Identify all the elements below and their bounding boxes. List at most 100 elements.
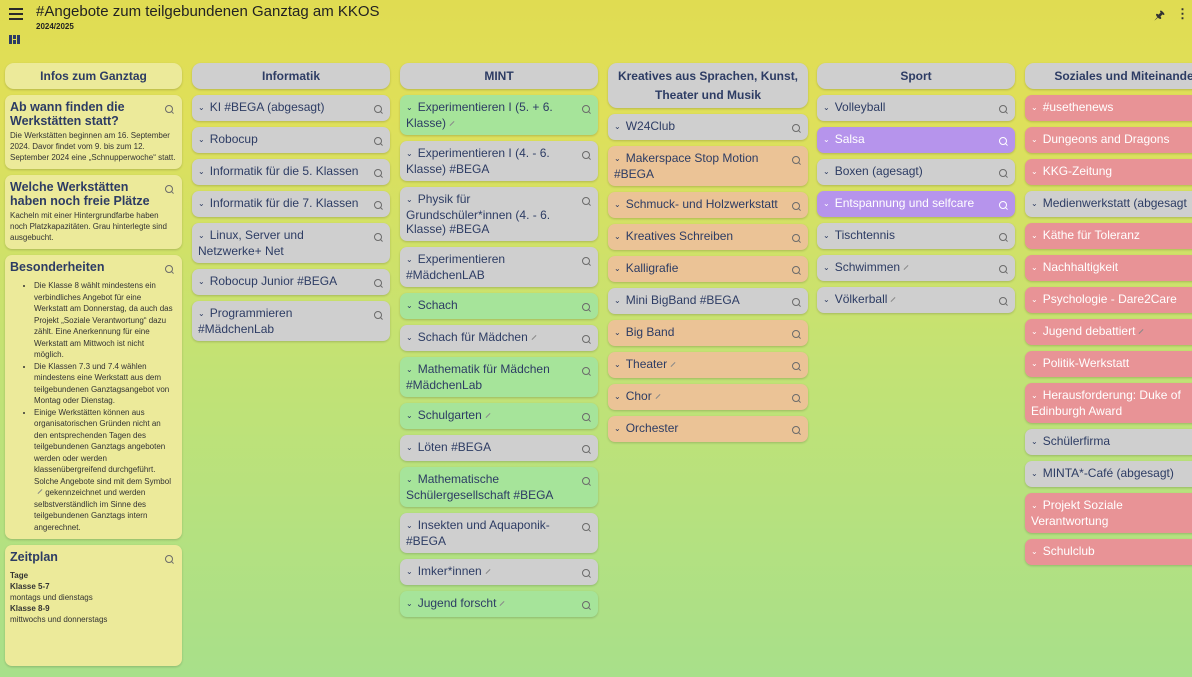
chevron-down-icon[interactable]: ⌄ <box>1031 437 1038 446</box>
chevron-down-icon[interactable]: ⌄ <box>406 301 413 310</box>
search-icon[interactable] <box>999 201 1007 209</box>
search-icon[interactable] <box>792 156 800 164</box>
chevron-down-icon[interactable]: ⌄ <box>406 103 413 112</box>
workshop-card[interactable]: ⌄ Informatik für die 7. Klassen <box>192 191 390 217</box>
workshop-card[interactable]: ⌄ Mini BigBand #BEGA <box>608 288 808 314</box>
workshop-card[interactable]: ⌄ Robocup <box>192 127 390 153</box>
chevron-down-icon[interactable]: ⌄ <box>614 424 621 433</box>
workshop-card[interactable]: ⌄ Makerspace Stop Motion #BEGA <box>608 146 808 186</box>
chevron-down-icon[interactable]: ⌄ <box>406 475 413 484</box>
workshop-card[interactable]: ⌄ Imker*innen <box>400 559 598 585</box>
workshop-card[interactable]: ⌄ KI #BEGA (abgesagt) <box>192 95 390 121</box>
workshop-card[interactable]: ⌄ KKG-Zeitung <box>1025 159 1192 185</box>
search-icon[interactable] <box>374 105 382 113</box>
chevron-down-icon[interactable]: ⌄ <box>198 103 205 112</box>
hamburger-menu-icon[interactable] <box>9 8 23 20</box>
chevron-down-icon[interactable]: ⌄ <box>406 255 413 264</box>
search-icon[interactable] <box>792 234 800 242</box>
workshop-card[interactable]: ⌄ MINTA*-Café (abgesagt) <box>1025 461 1192 487</box>
more-vertical-icon[interactable]: ⋮ <box>1176 6 1189 21</box>
workshop-card[interactable]: ⌄ Experimentieren I (5. + 6. Klasse) <box>400 95 598 135</box>
chevron-down-icon[interactable]: ⌄ <box>614 360 621 369</box>
workshop-card[interactable]: ⌄ Experimentieren I (4. - 6. Klasse) #BEG… <box>400 141 598 181</box>
workshop-card[interactable]: ⌄ Mathematik für Mädchen #MädchenLab <box>400 357 598 397</box>
chevron-down-icon[interactable]: ⌄ <box>1031 263 1038 272</box>
chevron-down-icon[interactable]: ⌄ <box>823 135 830 144</box>
workshop-card[interactable]: ⌄ Nachhaltigkeit <box>1025 255 1192 281</box>
search-icon[interactable] <box>165 555 173 563</box>
chevron-down-icon[interactable]: ⌄ <box>1031 167 1038 176</box>
chevron-down-icon[interactable]: ⌄ <box>1031 469 1038 478</box>
search-icon[interactable] <box>374 311 382 319</box>
workshop-card[interactable]: ⌄ Experimentieren #MädchenLAB <box>400 247 598 287</box>
search-icon[interactable] <box>792 266 800 274</box>
workshop-card[interactable]: ⌄ Psychologie - Dare2Care <box>1025 287 1192 313</box>
search-icon[interactable] <box>792 394 800 402</box>
search-icon[interactable] <box>582 569 590 577</box>
workshop-card[interactable]: ⌄ Entspannung und selfcare <box>817 191 1015 217</box>
info-card-specials[interactable]: Besonderheiten Die Klasse 8 wählt mindes… <box>5 255 182 539</box>
search-icon[interactable] <box>374 233 382 241</box>
workshop-card[interactable]: ⌄ Schmuck- und Holzwerkstatt <box>608 192 808 218</box>
chevron-down-icon[interactable]: ⌄ <box>1031 135 1038 144</box>
workshop-card[interactable]: ⌄ Boxen (agesagt) <box>817 159 1015 185</box>
workshop-card[interactable]: ⌄ Jugend forscht <box>400 591 598 617</box>
search-icon[interactable] <box>582 151 590 159</box>
search-icon[interactable] <box>582 105 590 113</box>
search-icon[interactable] <box>165 265 173 273</box>
workshop-card[interactable]: ⌄ Kalligrafie <box>608 256 808 282</box>
workshop-card[interactable]: ⌄ Linux, Server und Netzwerke+ Net <box>192 223 390 263</box>
chevron-down-icon[interactable]: ⌄ <box>614 200 621 209</box>
workshop-card[interactable]: ⌄ Programmieren #MädchenLab <box>192 301 390 341</box>
workshop-card[interactable]: ⌄ Schulclub <box>1025 539 1192 565</box>
search-icon[interactable] <box>165 185 173 193</box>
search-icon[interactable] <box>374 279 382 287</box>
chevron-down-icon[interactable]: ⌄ <box>406 599 413 608</box>
search-icon[interactable] <box>582 445 590 453</box>
chevron-down-icon[interactable]: ⌄ <box>614 122 621 131</box>
pin-icon[interactable]: 🖈 <box>1154 8 1166 22</box>
search-icon[interactable] <box>374 137 382 145</box>
workshop-card[interactable]: ⌄ Schülerfirma <box>1025 429 1192 455</box>
info-card-start[interactable]: Ab wann finden die Werkstätten statt? Di… <box>5 95 182 169</box>
chevron-down-icon[interactable]: ⌄ <box>406 411 413 420</box>
workshop-card[interactable]: ⌄ Insekten und Aquaponik- #BEGA <box>400 513 598 553</box>
workshop-card[interactable]: ⌄ Volleyball <box>817 95 1015 121</box>
chevron-down-icon[interactable]: ⌄ <box>1031 295 1038 304</box>
search-icon[interactable] <box>374 201 382 209</box>
chevron-down-icon[interactable]: ⌄ <box>1031 327 1038 336</box>
workshop-card[interactable]: ⌄ Projekt Soziale Verantwortung <box>1025 493 1192 533</box>
chevron-down-icon[interactable]: ⌄ <box>198 167 205 176</box>
workshop-card[interactable]: ⌄ Schach <box>400 293 598 319</box>
workshop-card[interactable]: ⌄ Chor <box>608 384 808 410</box>
chevron-down-icon[interactable]: ⌄ <box>1031 103 1038 112</box>
workshop-card[interactable]: ⌄ Medienwerkstatt (abgesagt <box>1025 191 1192 217</box>
info-card-free-places[interactable]: Welche Werkstätten haben noch freie Plät… <box>5 175 182 249</box>
search-icon[interactable] <box>999 265 1007 273</box>
chevron-down-icon[interactable]: ⌄ <box>406 443 413 452</box>
workshop-card[interactable]: ⌄ Theater <box>608 352 808 378</box>
chevron-down-icon[interactable]: ⌄ <box>614 392 621 401</box>
search-icon[interactable] <box>999 297 1007 305</box>
chevron-down-icon[interactable]: ⌄ <box>823 231 830 240</box>
search-icon[interactable] <box>999 233 1007 241</box>
chevron-down-icon[interactable]: ⌄ <box>198 231 205 240</box>
chevron-down-icon[interactable]: ⌄ <box>198 199 205 208</box>
chevron-down-icon[interactable]: ⌄ <box>406 195 413 204</box>
chevron-down-icon[interactable]: ⌄ <box>614 232 621 241</box>
search-icon[interactable] <box>582 197 590 205</box>
info-card-schedule[interactable]: Zeitplan Tage Klasse 5-7 montags und die… <box>5 545 182 666</box>
chevron-down-icon[interactable]: ⌄ <box>406 567 413 576</box>
workshop-card[interactable]: ⌄ Informatik für die 5. Klassen <box>192 159 390 185</box>
chevron-down-icon[interactable]: ⌄ <box>823 167 830 176</box>
workshop-card[interactable]: ⌄ Physik für Grundschüler*innen (4. - 6. … <box>400 187 598 241</box>
workshop-card[interactable]: ⌄ Tischtennis <box>817 223 1015 249</box>
chevron-down-icon[interactable]: ⌄ <box>1031 391 1038 400</box>
chevron-down-icon[interactable]: ⌄ <box>1031 231 1038 240</box>
workshop-card[interactable]: ⌄ Herausforderung: Duke of Edinburgh Awar… <box>1025 383 1192 423</box>
search-icon[interactable] <box>999 105 1007 113</box>
chevron-down-icon[interactable]: ⌄ <box>614 264 621 273</box>
workshop-card[interactable]: ⌄ Schach für Mädchen <box>400 325 598 351</box>
workshop-card[interactable]: ⌄ Big Band <box>608 320 808 346</box>
chevron-down-icon[interactable]: ⌄ <box>198 277 205 286</box>
